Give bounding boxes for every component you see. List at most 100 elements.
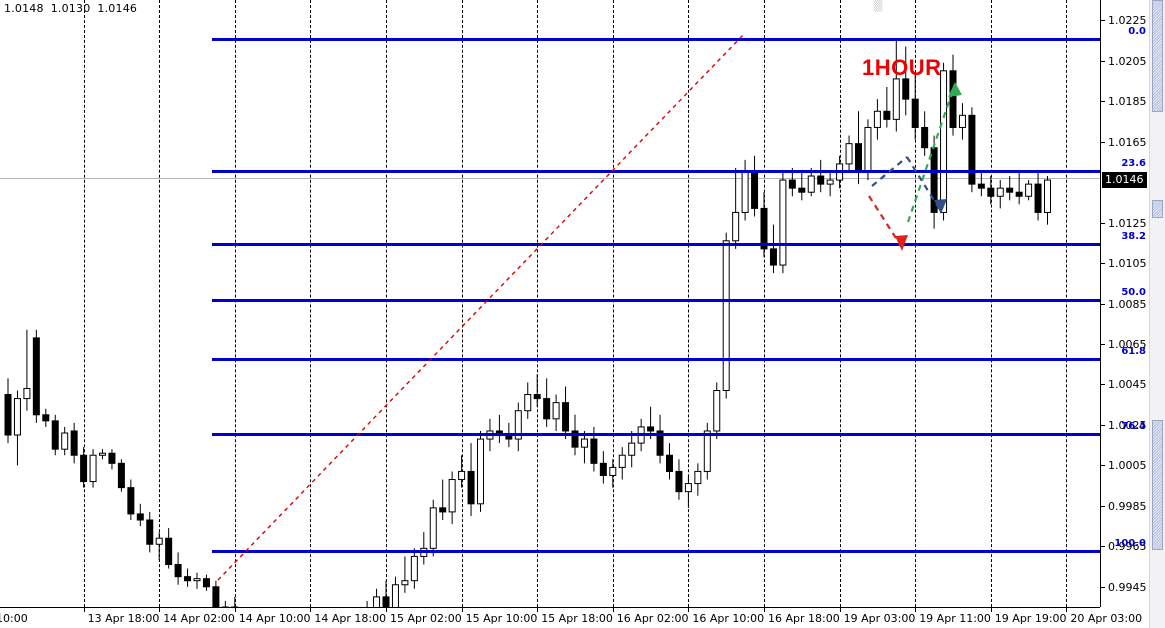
candlestick: [184, 568, 192, 587]
candlestick: [127, 479, 135, 520]
candlestick: [684, 475, 692, 508]
candlestick: [136, 503, 144, 527]
annotation-layer: [217, 32, 962, 581]
tick-mark: [612, 608, 614, 612]
candlestick: [628, 430, 636, 468]
candlestick: [987, 176, 995, 205]
time-axis-label: 16 Apr 18:00: [768, 612, 840, 625]
time-axis-label: 14 Apr 02:00: [163, 612, 235, 625]
candlestick: [580, 430, 588, 464]
tick-mark: [1101, 141, 1105, 143]
time-axis-label: 13 Apr 18:00: [87, 612, 160, 625]
candlestick: [552, 394, 560, 431]
candlestick: [703, 422, 711, 480]
bullish-forecast-arrowhead: [948, 82, 962, 97]
candlestick: [146, 511, 154, 553]
time-axis-label: 19 Apr 19:00: [994, 612, 1067, 625]
price-axis-label: 1.0205: [1108, 54, 1147, 68]
candlestick: [968, 107, 976, 193]
tick-mark: [1101, 222, 1105, 224]
tick-mark: [461, 608, 463, 612]
candlestick: [533, 374, 541, 407]
price-axis-label: 1.0085: [1108, 297, 1147, 311]
candlestick: [32, 329, 40, 423]
candlestick: [599, 451, 607, 484]
candlestick: [618, 447, 626, 480]
candlestick: [675, 459, 683, 500]
vertical-scrollbar[interactable]: [1149, 0, 1165, 628]
crosshair-horizontal-line: [0, 178, 1100, 179]
candlestick: [996, 180, 1004, 209]
fib-line-23-6[interactable]: [212, 169, 1100, 173]
tick-mark: [990, 608, 992, 612]
fib-line-100-0[interactable]: [212, 550, 1100, 554]
scrollbar-thumb-top[interactable]: [1152, 0, 1163, 112]
vertical-gridline: [990, 0, 992, 607]
candlestick: [174, 552, 182, 585]
candlestick: [202, 574, 210, 591]
candlestick: [221, 600, 229, 607]
price-axis-label: 1.0105: [1108, 257, 1147, 271]
tick-mark: [1101, 546, 1105, 548]
candlestick: [826, 171, 834, 197]
price-axis[interactable]: 1.0225 1.0205 1.0185 1.0165 1.0125 1.0105 1.00…: [1100, 0, 1148, 607]
chart-plot-area[interactable]: 1HOUR: [0, 0, 1100, 607]
fib-line-0-0[interactable]: [212, 38, 1100, 42]
candlestick: [873, 99, 881, 140]
candlestick: [439, 479, 447, 520]
candlestick: [514, 402, 522, 452]
candlestick: [42, 408, 50, 427]
candlestick: [1044, 176, 1051, 225]
tick-mark: [1101, 384, 1105, 386]
fib-line-76-4[interactable]: [212, 432, 1100, 436]
scrollbar-thumb-middle[interactable]: [1152, 200, 1163, 218]
time-axis-label: 10:00: [0, 612, 28, 625]
scrollbar-thumb-bottom[interactable]: [1152, 420, 1163, 550]
current-price-tag: 1.0146: [1102, 172, 1147, 189]
price-axis-label: 1.0185: [1108, 95, 1147, 109]
neutral-forecast-arrowhead: [934, 199, 947, 214]
time-axis-label: 15 Apr 18:00: [541, 612, 613, 625]
candlestick: [1025, 180, 1033, 201]
candlestick: [543, 378, 551, 427]
fib-label-23-6: 23.6: [1121, 157, 1146, 169]
tick-mark: [1101, 20, 1105, 22]
price-axis-label: 1.0225: [1108, 14, 1147, 28]
fib-line-50-0[interactable]: [212, 299, 1100, 303]
tick-mark: [234, 608, 236, 612]
vertical-gridline: [159, 0, 161, 607]
fib-label-38-2: 38.2: [1121, 230, 1146, 242]
candlestick: [940, 62, 948, 221]
candlestick: [231, 596, 239, 607]
candlestick: [4, 378, 12, 444]
vertical-gridline: [461, 0, 463, 607]
candlestick: [779, 171, 787, 274]
fib-line-61-8[interactable]: [212, 358, 1100, 362]
time-axis-label: 15 Apr 02:00: [390, 612, 462, 625]
candlestick: [892, 38, 900, 132]
tick-mark: [537, 608, 539, 612]
tick-mark: [1101, 424, 1105, 426]
time-axis-label: 16 Apr 10:00: [692, 612, 765, 625]
fib-label-50-0: 50.0: [1121, 287, 1146, 299]
tick-mark: [915, 608, 917, 612]
time-axis-label: 20 Apr 03:00: [1070, 612, 1143, 625]
fib-line-38-2[interactable]: [212, 242, 1100, 246]
candlestick: [1006, 176, 1014, 201]
fib-label-76-4: 76.4: [1121, 420, 1146, 432]
candlestick: [391, 576, 399, 607]
candlestick: [958, 103, 966, 140]
price-axis-label: 0.9965: [1108, 540, 1147, 554]
candlestick: [1015, 171, 1023, 205]
tick-mark: [159, 608, 161, 612]
vertical-gridline: [234, 0, 236, 607]
candlestick: [401, 556, 409, 593]
candlestick: [165, 528, 173, 569]
time-axis-label: 16 Apr 02:00: [616, 612, 689, 625]
candlestick: [977, 171, 985, 197]
tick-mark: [1101, 343, 1105, 345]
candlestick: [609, 459, 617, 488]
tick-mark: [1101, 263, 1105, 265]
